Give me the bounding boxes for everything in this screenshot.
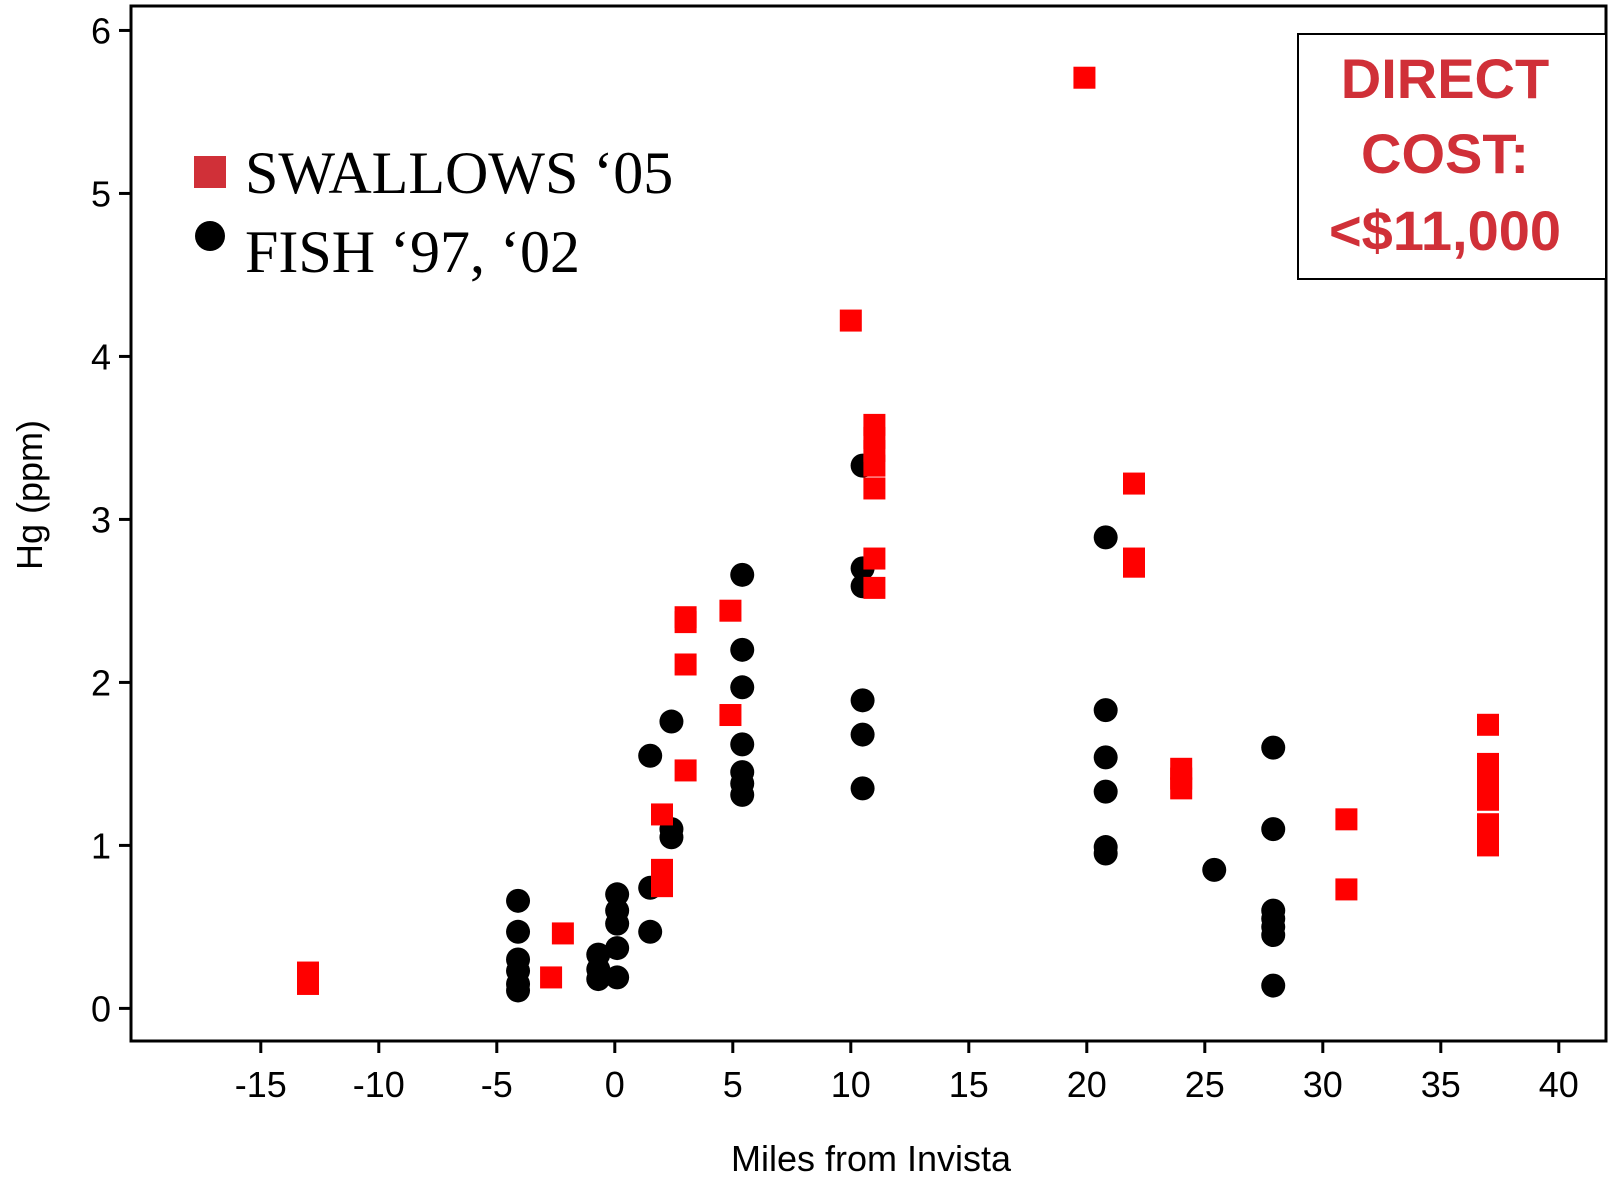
swallow-data-point [674, 653, 697, 676]
fish-data-point [730, 732, 755, 757]
y-axis-title: Hg (ppm) [9, 420, 50, 570]
x-tick-label: -10 [353, 1064, 405, 1105]
x-tick-label: 40 [1539, 1064, 1579, 1105]
swallow-data-point [1477, 713, 1499, 736]
fish-data-point [850, 688, 875, 713]
fish-data-point [638, 919, 663, 944]
legend-label-fish: FISH ‘97, ‘02 [245, 219, 580, 285]
y-tick-label: 1 [91, 825, 111, 866]
swallow-data-point [651, 875, 673, 898]
swallow-data-point [1123, 472, 1145, 495]
x-axis-title: Miles from Invista [731, 1138, 1012, 1179]
legend-square-swatch [194, 156, 226, 188]
fish-data-point [638, 743, 663, 768]
fish-data-point [506, 888, 531, 913]
y-axis: 0 1 2 3 4 5 6 [91, 10, 131, 1029]
fish-data-point [850, 722, 875, 747]
swallow-data-point [1477, 788, 1499, 811]
x-axis: -15 -10 -5 0 5 10 15 20 25 30 35 40 [235, 1041, 1579, 1105]
x-tick-label: 15 [949, 1064, 989, 1105]
fish-data-point [850, 776, 875, 801]
swallow-data-point [1123, 555, 1145, 578]
direct-cost-line-3: <$11,000 [1329, 199, 1561, 262]
swallow-data-point [863, 576, 886, 599]
direct-cost-box [1297, 33, 1607, 280]
plot-frame [129, 4, 1608, 1043]
x-tick-label: 20 [1067, 1064, 1107, 1105]
y-tick-label: 4 [91, 336, 111, 377]
swallow-data-point [1477, 834, 1499, 857]
x-tick-label: 10 [831, 1064, 871, 1105]
swallow-data-point [540, 966, 563, 989]
fish-data-point [730, 675, 755, 700]
swallow-data-point [863, 477, 886, 500]
direct-cost-line-1: DIRECT [1341, 47, 1549, 110]
legend-circle-swatch [195, 221, 225, 251]
x-tick-label: -5 [481, 1064, 513, 1105]
fish-data-point [730, 782, 755, 807]
swallow-data-point [1335, 878, 1358, 901]
swallow-data-point [839, 309, 862, 332]
x-tick-label: 0 [605, 1064, 625, 1105]
swallow-data-point [674, 611, 697, 634]
direct-cost-line-2: COST: [1361, 122, 1529, 185]
legend: SWALLOWS ‘05 FISH ‘97, ‘02 [194, 140, 673, 285]
y-tick-label: 3 [91, 499, 111, 540]
fish-data-point [730, 637, 755, 662]
data-points [297, 66, 1499, 1003]
x-tick-label: 5 [723, 1064, 743, 1105]
x-tick-label: -15 [235, 1064, 287, 1105]
fish-data-point [1202, 857, 1227, 882]
y-tick-label: 6 [91, 10, 111, 51]
fish-data-point [506, 978, 531, 1003]
fish-data-point [1093, 525, 1118, 550]
swallow-data-point [863, 547, 886, 570]
fish-data-point [1261, 735, 1286, 760]
fish-data-point [659, 709, 684, 734]
swallow-data-point [297, 972, 319, 995]
fish-data-point [730, 562, 755, 587]
swallow-data-point [719, 704, 742, 727]
y-tick-label: 2 [91, 662, 111, 703]
swallow-data-point [1170, 777, 1193, 800]
fish-data-point [1261, 923, 1286, 948]
x-tick-label: 25 [1185, 1064, 1225, 1105]
fish-data-point [586, 967, 611, 992]
swallow-data-point [719, 599, 742, 622]
x-tick-label: 30 [1303, 1064, 1343, 1105]
x-tick-label: 35 [1421, 1064, 1461, 1105]
fish-data-point [605, 936, 630, 961]
fish-data-point [605, 911, 630, 936]
y-tick-label: 5 [91, 173, 111, 214]
fish-data-point [1261, 973, 1286, 998]
y-tick-label: 0 [91, 988, 111, 1029]
legend-label-swallows: SWALLOWS ‘05 [245, 140, 673, 206]
fish-data-point [605, 965, 630, 990]
fish-data-point [1093, 698, 1118, 723]
swallow-data-point [1335, 808, 1358, 831]
swallow-data-point [674, 759, 697, 782]
direct-cost-annotation: DIRECT COST: <$11,000 [1297, 33, 1607, 280]
fish-data-point [659, 825, 684, 850]
fish-data-point [1093, 841, 1118, 866]
fish-data-point [506, 919, 531, 944]
fish-data-point [1261, 817, 1286, 842]
swallow-data-point [1073, 66, 1096, 89]
fish-data-point [1093, 745, 1118, 770]
fish-data-point [1093, 779, 1118, 804]
swallow-data-point [651, 803, 673, 826]
plot-frame-rect [129, 4, 1608, 1043]
swallow-data-point [863, 454, 886, 477]
swallow-data-point [551, 922, 574, 945]
